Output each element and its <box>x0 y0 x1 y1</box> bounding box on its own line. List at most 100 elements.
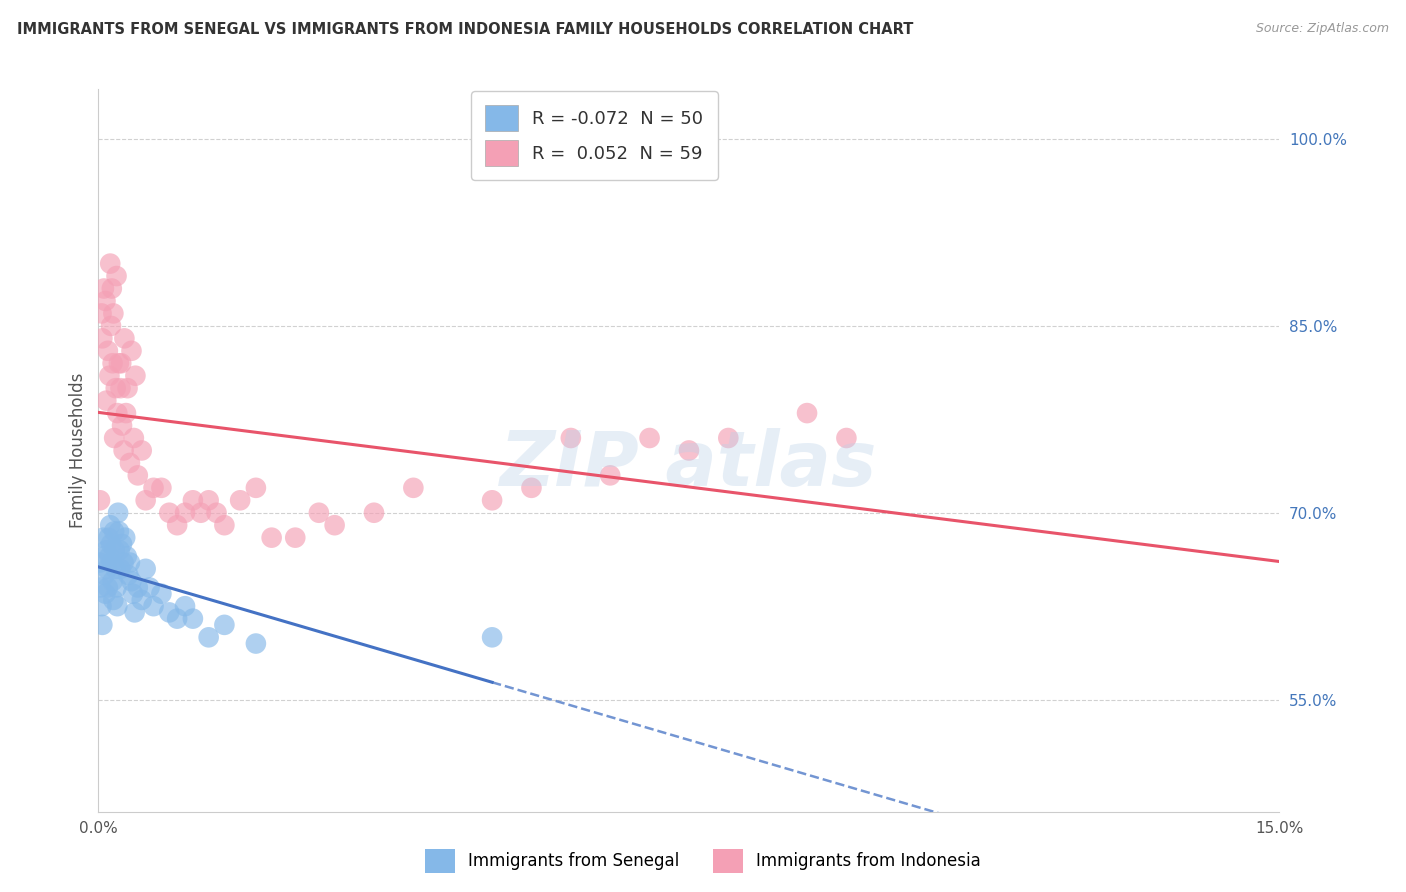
Point <box>127 468 149 483</box>
Point <box>115 406 138 420</box>
Point <box>599 468 621 483</box>
Point <box>90 581 112 595</box>
Point <box>101 281 124 295</box>
Point <box>245 481 267 495</box>
Point <box>101 574 124 589</box>
Point <box>131 593 153 607</box>
Point <box>93 281 115 295</box>
Point <box>260 531 283 545</box>
Point <box>104 543 127 558</box>
Point <box>481 493 503 508</box>
Point <box>717 431 740 445</box>
Legend: Immigrants from Senegal, Immigrants from Indonesia: Immigrants from Senegal, Immigrants from… <box>419 842 987 880</box>
Point <box>481 630 503 644</box>
Point <box>93 549 115 564</box>
Point <box>138 581 160 595</box>
Point <box>190 506 212 520</box>
Point <box>117 568 139 582</box>
Point <box>142 599 165 614</box>
Point <box>205 506 228 520</box>
Point <box>96 562 118 576</box>
Point <box>796 406 818 420</box>
Point <box>150 587 173 601</box>
Point <box>103 524 125 539</box>
Point <box>107 506 129 520</box>
Text: Source: ZipAtlas.com: Source: ZipAtlas.com <box>1256 22 1389 36</box>
Point <box>89 556 111 570</box>
Y-axis label: Family Households: Family Households <box>69 373 87 528</box>
Point <box>135 562 157 576</box>
Point <box>94 293 117 308</box>
Point <box>197 630 219 644</box>
Point <box>121 343 143 358</box>
Text: IMMIGRANTS FROM SENEGAL VS IMMIGRANTS FROM INDONESIA FAMILY HOUSEHOLDS CORRELATI: IMMIGRANTS FROM SENEGAL VS IMMIGRANTS FR… <box>17 22 914 37</box>
Point <box>560 431 582 445</box>
Point <box>166 612 188 626</box>
Point <box>101 556 124 570</box>
Point <box>157 606 180 620</box>
Point <box>142 481 165 495</box>
Point <box>229 493 252 508</box>
Point <box>104 381 127 395</box>
Point <box>90 599 112 614</box>
Point <box>520 481 543 495</box>
Point <box>93 568 115 582</box>
Point <box>122 587 145 601</box>
Point <box>105 581 128 595</box>
Point <box>174 599 197 614</box>
Point <box>214 618 236 632</box>
Point <box>402 481 425 495</box>
Point <box>245 636 267 650</box>
Point <box>108 524 131 539</box>
Point <box>98 368 121 383</box>
Point <box>308 506 330 520</box>
Point <box>97 531 120 545</box>
Point <box>100 537 122 551</box>
Point <box>118 556 141 570</box>
Point <box>181 493 204 508</box>
Point <box>323 518 346 533</box>
Point <box>150 481 173 495</box>
Point <box>363 506 385 520</box>
Point <box>121 574 143 589</box>
Point <box>101 356 124 370</box>
Point <box>284 531 307 545</box>
Point <box>135 493 157 508</box>
Point <box>117 381 139 395</box>
Point <box>94 587 117 601</box>
Point <box>127 581 149 595</box>
Point <box>638 431 661 445</box>
Point <box>90 306 112 320</box>
Point <box>105 406 128 420</box>
Point <box>97 581 120 595</box>
Point <box>166 518 188 533</box>
Point <box>118 456 141 470</box>
Point <box>103 431 125 445</box>
Point <box>98 257 121 271</box>
Point <box>112 443 135 458</box>
Point <box>108 356 131 370</box>
Point <box>103 306 125 320</box>
Point <box>112 556 135 570</box>
Point <box>105 268 128 283</box>
Point <box>110 356 132 370</box>
Point <box>103 593 125 607</box>
Point <box>174 506 197 520</box>
Point <box>214 518 236 533</box>
Point <box>97 343 120 358</box>
Point <box>98 518 121 533</box>
Point <box>112 331 135 345</box>
Text: ZIP atlas: ZIP atlas <box>501 428 877 502</box>
Point <box>124 606 146 620</box>
Point <box>835 431 858 445</box>
Point <box>100 318 122 333</box>
Point <box>678 443 700 458</box>
Point <box>96 543 118 558</box>
Point <box>181 612 204 626</box>
Point <box>104 562 127 576</box>
Point <box>115 549 138 564</box>
Point <box>108 543 131 558</box>
Point <box>98 549 121 564</box>
Point <box>110 381 132 395</box>
Point <box>91 531 114 545</box>
